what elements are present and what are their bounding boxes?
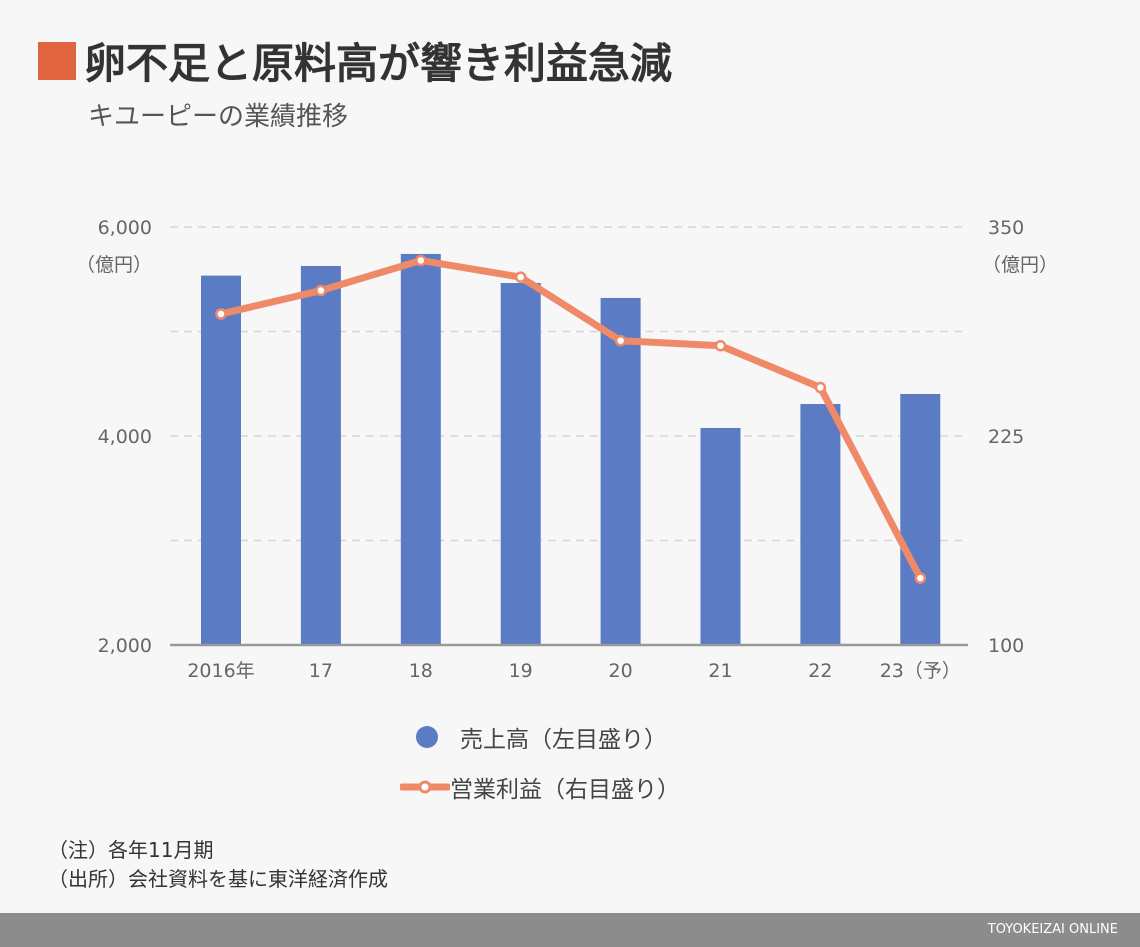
right-axis-unit: （億円） (982, 254, 1058, 276)
right-tick-225: 225 (988, 426, 1024, 448)
bar (500, 283, 541, 645)
legend-line-label: 営業利益（右目盛り） (450, 777, 680, 803)
footer-brand: TOYOKEIZAI ONLINE (987, 922, 1118, 937)
right-tick-350: 350 (988, 217, 1024, 239)
bar (900, 393, 941, 645)
profit-point (714, 339, 727, 352)
notes: （注）各年11月期 （出所）会社資料を基に東洋経済作成 (48, 836, 388, 894)
title-text: 卵不足と原料高が響き利益急減 (84, 39, 673, 88)
profit-point (914, 572, 927, 584)
bar (300, 265, 341, 645)
profit-point (315, 284, 327, 297)
profit-point (415, 254, 427, 267)
legend-bar-icon (416, 726, 438, 748)
source: （出所）会社資料を基に東洋経済作成 (48, 867, 388, 891)
x-tick-label: 18 (409, 660, 433, 682)
profit-point (514, 271, 527, 283)
right-tick-100: 100 (988, 635, 1024, 657)
left-tick-6000: 6,000 (98, 217, 152, 239)
legend-line-icon (400, 780, 450, 794)
profit-point (814, 381, 827, 394)
x-tick-label: 22 (808, 660, 832, 682)
profit-point (215, 308, 227, 320)
chart-subtitle: キユーピーの業績推移 (88, 102, 349, 132)
x-tick-label: 17 (309, 660, 333, 682)
left-tick-4000: 4,000 (98, 426, 152, 448)
title-marker (38, 41, 76, 80)
x-tick-label: 2016年 (187, 660, 254, 682)
bar (201, 275, 241, 645)
left-tick-2000: 2,000 (98, 635, 152, 657)
profit-point (614, 334, 627, 347)
x-tick-label: 19 (509, 660, 533, 682)
legend: 売上高（左目盛り） 営業利益（右目盛り） (400, 712, 680, 812)
legend-bar-label: 売上高（左目盛り） (460, 727, 667, 753)
bar (700, 427, 741, 645)
bar (800, 404, 841, 645)
x-tick-label: 23（予） (880, 660, 961, 682)
x-tick-label: 20 (609, 660, 633, 682)
profit-line (220, 256, 924, 580)
x-tick-label: 21 (708, 660, 732, 682)
left-axis-unit: （億円） (76, 254, 152, 276)
chart-title: 卵不足と原料高が響き利益急減 (38, 30, 672, 91)
footer: TOYOKEIZAI ONLINE (0, 913, 1140, 947)
bar (600, 297, 641, 645)
note: （注）各年11月期 (48, 838, 214, 862)
bar (400, 253, 441, 645)
